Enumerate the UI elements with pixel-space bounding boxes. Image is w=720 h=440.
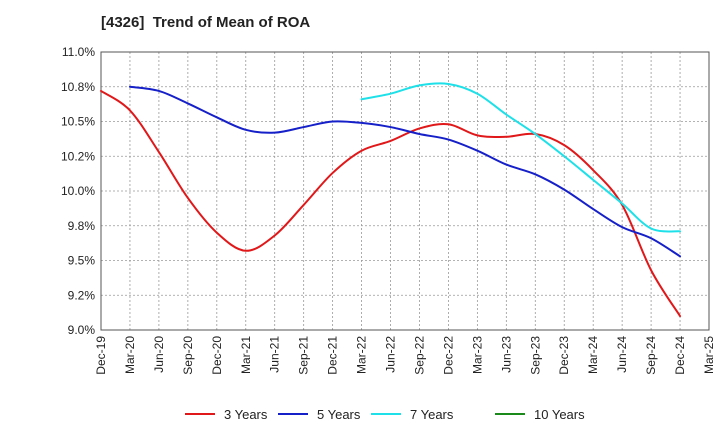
x-tick-label: Sep-21	[297, 336, 311, 375]
x-tick-label: Mar-21	[239, 336, 253, 374]
x-tick-label: Mar-22	[355, 336, 369, 374]
series-line-7-years	[360, 82, 682, 233]
plot-border	[100, 51, 710, 331]
y-tick-label: 9.8%	[68, 219, 96, 233]
legend-label-5-years: 5 Years	[317, 407, 361, 422]
x-tick-label: Dec-19	[94, 336, 108, 375]
chart-title: [4326] Trend of Mean of ROA	[101, 14, 311, 31]
x-tick-label: Mar-24	[586, 336, 600, 374]
x-tick-label: Sep-22	[412, 336, 426, 375]
x-tick-label: Jun-21	[268, 336, 282, 373]
x-tick-label: Mar-23	[470, 336, 484, 374]
x-tick-label: Jun-24	[615, 336, 629, 373]
series-line-3-years	[100, 89, 682, 318]
x-tick-label: Sep-23	[528, 336, 542, 375]
x-tick-label: Mar-25	[702, 336, 716, 374]
legend-label-10-years: 10 Years	[534, 407, 585, 422]
legend-label-7-years: 7 Years	[410, 407, 454, 422]
x-tick-label: Jun-22	[384, 336, 398, 373]
x-tick-label: Dec-23	[557, 336, 571, 375]
x-tick-label: Jun-23	[499, 336, 513, 373]
y-tick-label: 11.0%	[62, 45, 95, 59]
x-tick-label: Dec-20	[210, 336, 224, 375]
x-tick-label: Dec-22	[441, 336, 455, 375]
y-tick-label: 10.8%	[61, 80, 95, 94]
x-tick-label: Sep-20	[181, 336, 195, 375]
y-tick-label: 9.2%	[68, 288, 96, 302]
x-tick-label: Jun-20	[152, 336, 166, 373]
legend-label-3-years: 3 Years	[224, 407, 268, 422]
x-tick-label: Mar-20	[123, 336, 137, 374]
x-tick-label: Sep-24	[644, 336, 658, 375]
x-tick-label: Dec-21	[326, 336, 340, 375]
y-tick-label: 9.0%	[68, 323, 96, 337]
y-tick-label: 9.5%	[68, 254, 96, 268]
y-tick-label: 10.5%	[61, 115, 95, 129]
series-line-5-years	[128, 85, 682, 258]
y-tick-label: 10.0%	[61, 184, 95, 198]
y-tick-label: 10.2%	[61, 149, 95, 163]
x-tick-label: Dec-24	[673, 336, 687, 375]
